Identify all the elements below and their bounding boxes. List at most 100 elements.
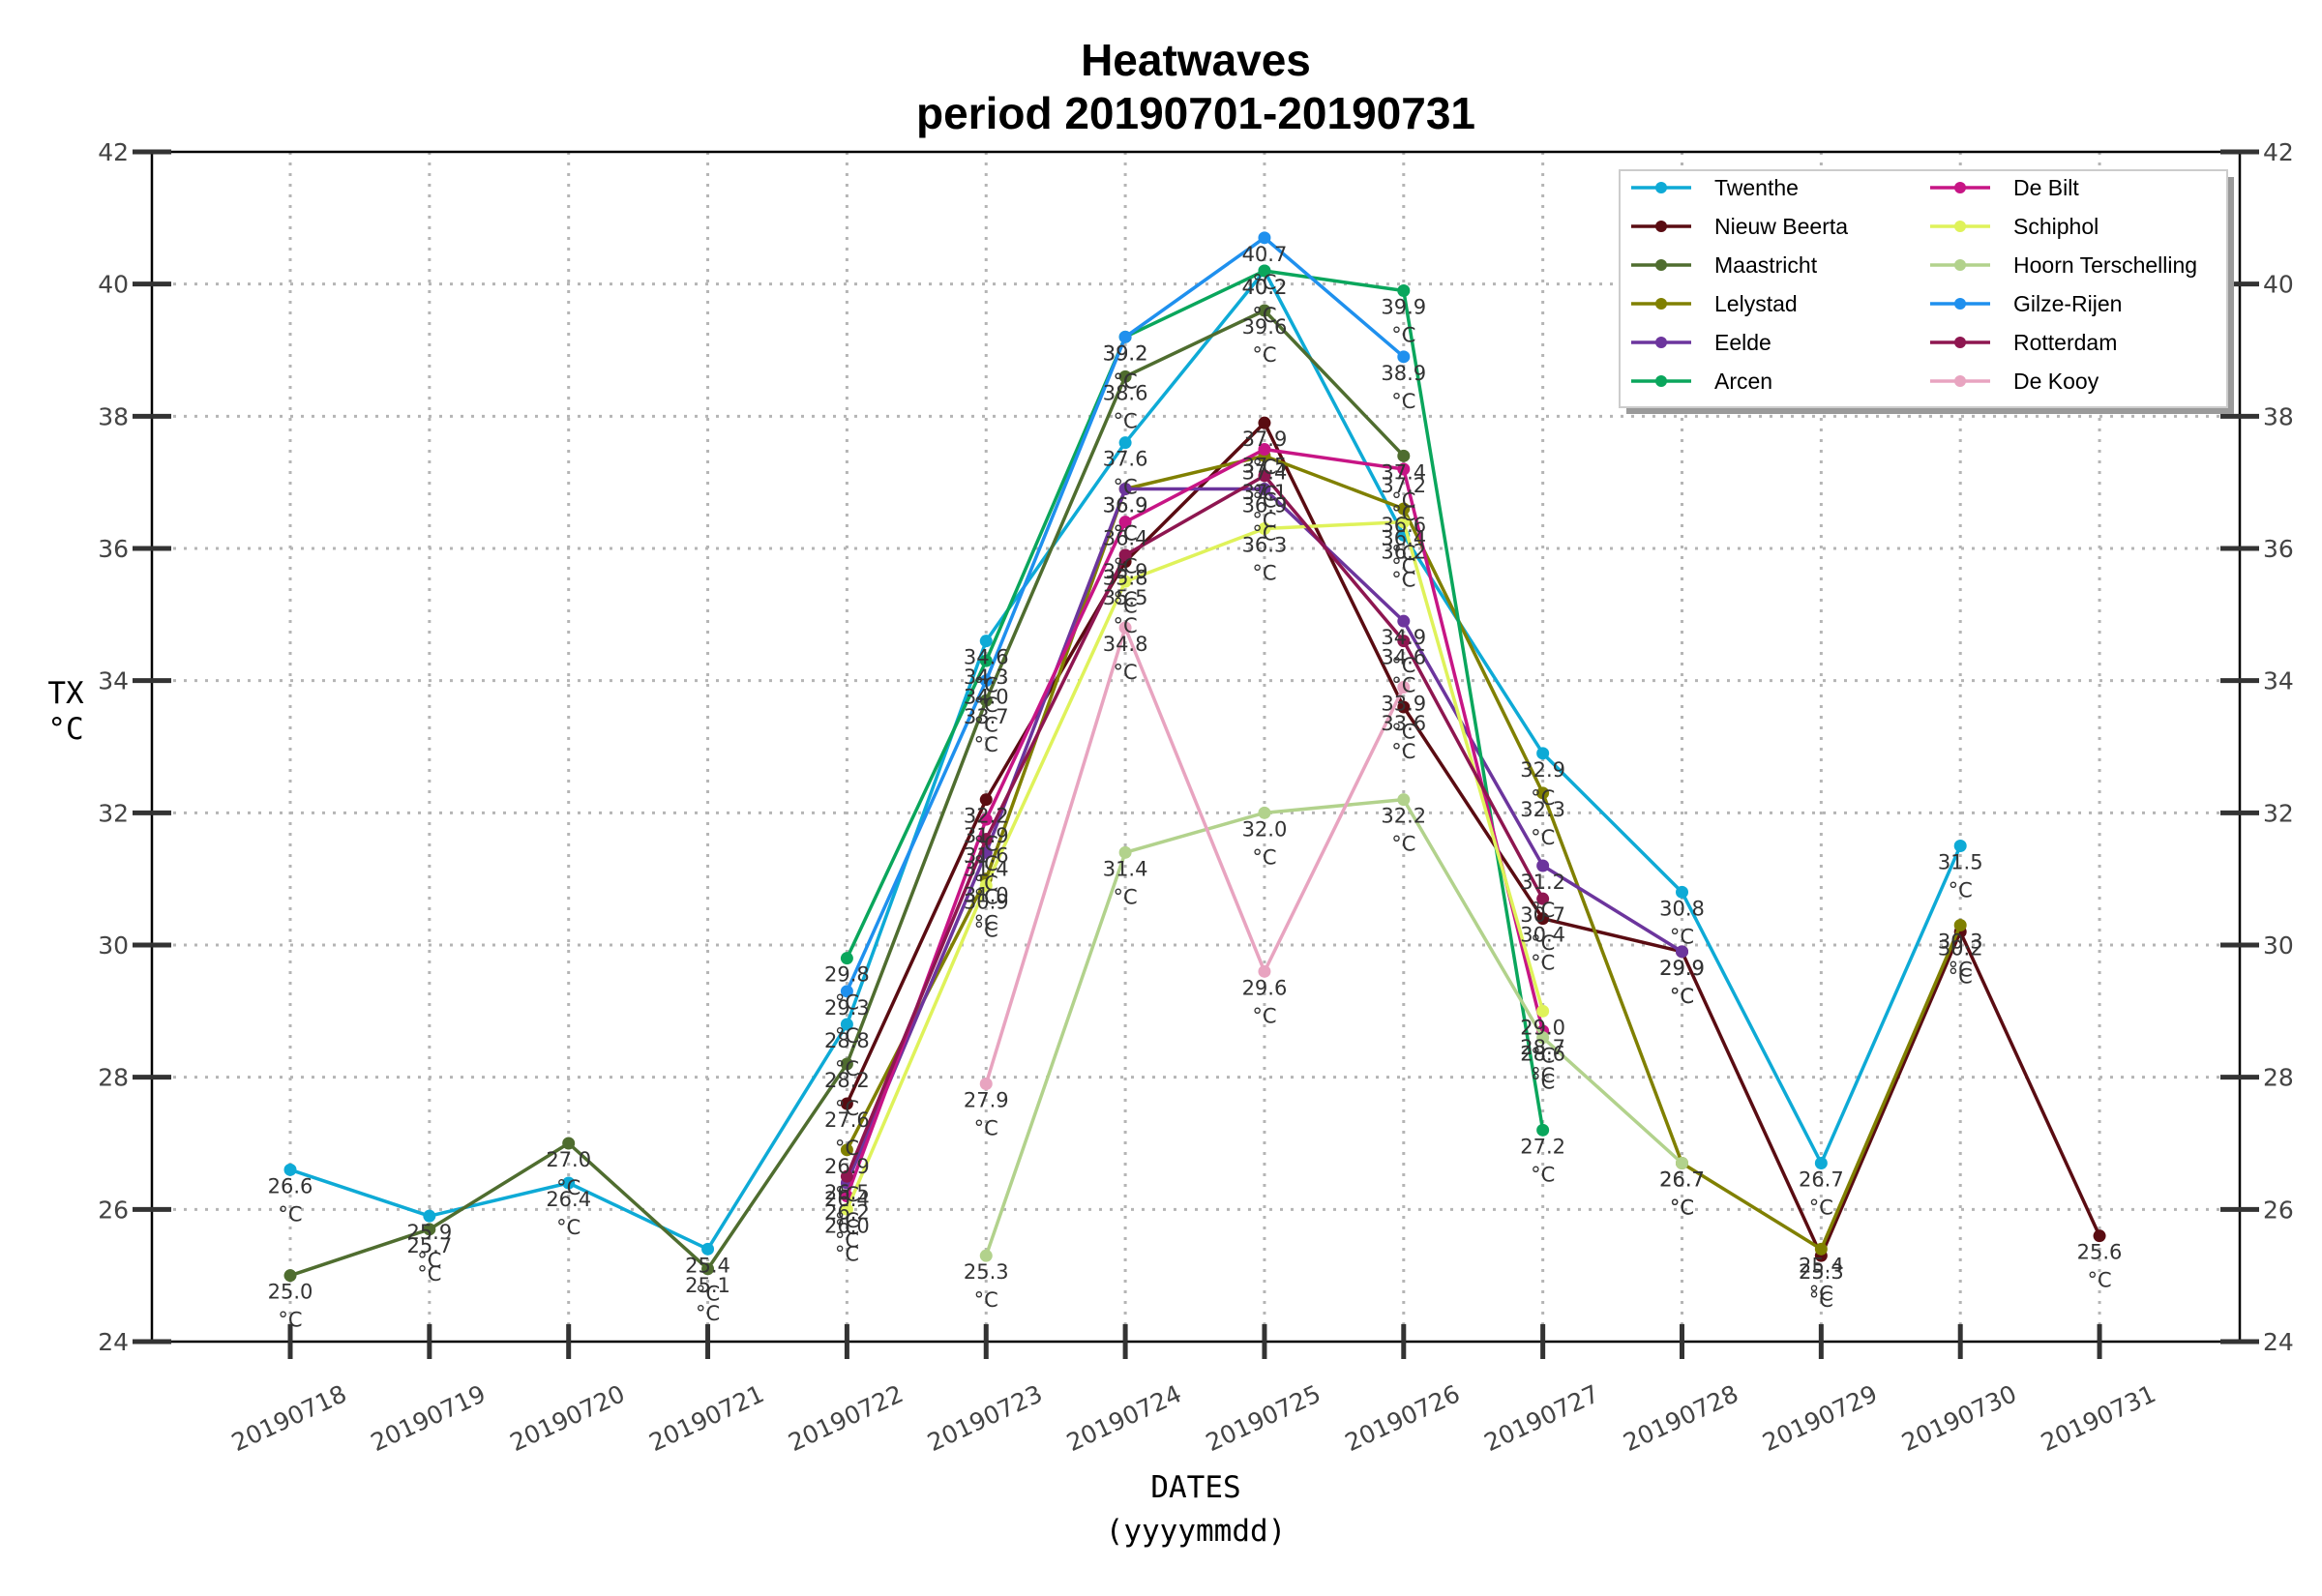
data-label-unit: °C: [696, 1302, 720, 1325]
x-tick-label: 20190729: [1758, 1379, 1882, 1457]
data-label-value: 35.9: [1103, 560, 1148, 583]
data-label-value: 26.7: [1799, 1168, 1844, 1192]
data-label-unit: °C: [1391, 833, 1415, 856]
data-label: 26.7 °C: [1799, 1168, 1844, 1220]
data-label-value: 25.0: [268, 1281, 313, 1304]
data-label: 35.9 °C: [1103, 560, 1148, 611]
data-label-value: 31.0: [964, 884, 1009, 907]
data-label-value: 32.2: [1381, 805, 1426, 828]
data-point: [1258, 416, 1271, 429]
legend-label: Arcen: [1714, 369, 1772, 394]
data-label: 26.7 °C: [1659, 1168, 1705, 1220]
data-label-unit: °C: [1809, 1197, 1833, 1220]
data-label: 30.9 °C: [964, 891, 1009, 942]
data-label: 25.0 °C: [268, 1281, 313, 1332]
data-label-value: 25.4: [1799, 1254, 1844, 1277]
data-label-value: 37.9: [1242, 428, 1288, 451]
data-label: 36.9 °C: [1103, 494, 1148, 546]
x-tick-label: 20190720: [506, 1379, 630, 1457]
data-label-unit: °C: [1391, 674, 1415, 697]
y-tick-label-right: 24: [2263, 1328, 2294, 1356]
data-label-value: 40.2: [1242, 276, 1288, 299]
data-label-unit: °C: [1391, 654, 1415, 677]
data-label: 36.4 °C: [1103, 527, 1148, 578]
data-label: 36.9 °C: [1242, 494, 1288, 546]
data-label-unit: °C: [974, 674, 998, 697]
data-point: [979, 833, 993, 846]
data-label: 36.4 °C: [1381, 527, 1426, 578]
y-axis-label: TX: [47, 676, 84, 711]
data-point: [2093, 1229, 2106, 1243]
data-label-value: 29.0: [1520, 1016, 1565, 1039]
data-point: [562, 1176, 576, 1190]
legend-label: Schiphol: [2013, 214, 2099, 239]
data-label-unit: °C: [835, 1209, 859, 1232]
legend-label: Lelystad: [1714, 291, 1798, 316]
data-label-unit: °C: [974, 912, 998, 935]
data-point: [562, 1137, 576, 1150]
data-label-value: 39.2: [1103, 341, 1148, 365]
data-label-value: 38.9: [1381, 362, 1426, 385]
data-label-unit: °C: [974, 919, 998, 942]
data-point: [979, 674, 993, 688]
data-label: 32.3 °C: [1520, 798, 1565, 849]
data-label-unit: °C: [1531, 826, 1555, 849]
legend-label: Nieuw Beerta: [1714, 214, 1848, 239]
data-label-unit: °C: [1252, 304, 1276, 327]
data-point: [1814, 1242, 1828, 1256]
data-point: [1397, 614, 1411, 628]
legend-marker: [1954, 337, 1966, 348]
data-label: 34.0 °C: [964, 686, 1009, 737]
data-label-unit: °C: [1391, 740, 1415, 763]
data-labels: 26.6 °C25.9 °C26.4 °C25.4 °C28.8 °C34.6 °C37.6…: [268, 243, 2123, 1332]
y-tick-label-left: 40: [98, 271, 129, 299]
data-point: [1953, 840, 1967, 852]
data-label-value: 25.9: [406, 1221, 452, 1244]
series-line: [845, 269, 1545, 1131]
data-label-value: 27.2: [1520, 1135, 1565, 1158]
data-label: 36.2 °C: [1381, 540, 1426, 591]
data-point: [840, 1057, 853, 1071]
data-label-value: 27.0: [546, 1148, 591, 1171]
data-label-unit: °C: [835, 1216, 859, 1239]
legend: Twenthe Nieuw Beerta Maastricht Lelystad Eel…: [1619, 169, 2234, 414]
data-label-value: 31.9: [964, 824, 1009, 847]
data-label-value: 26.4: [546, 1188, 591, 1211]
y-tick-label-left: 24: [98, 1328, 129, 1356]
data-point: [840, 985, 853, 998]
data-label-value: 30.3: [1938, 931, 1983, 954]
data-label-value: 33.7: [964, 705, 1009, 728]
data-label: 37.4 °C: [1242, 460, 1288, 512]
data-point: [1397, 700, 1411, 714]
data-label: 33.6 °C: [1381, 712, 1426, 763]
chart-subtitle: period 20190701-20190731: [916, 88, 1475, 138]
data-point: [1118, 369, 1132, 383]
legend-label: Eelde: [1714, 330, 1771, 355]
data-label-unit: °C: [1252, 271, 1276, 294]
data-label-value: 27.6: [824, 1108, 870, 1132]
data-point: [1397, 681, 1411, 694]
data-point: [840, 1169, 853, 1183]
x-axis-label: DATES: [1150, 1470, 1240, 1505]
data-point: [1397, 635, 1411, 648]
data-label-unit: °C: [1670, 925, 1694, 948]
data-point: [840, 952, 853, 965]
data-label: 25.3 °C: [964, 1260, 1009, 1312]
chart-title: Heatwaves: [1081, 35, 1311, 85]
data-label: 32.2 °C: [1381, 805, 1426, 856]
data-label-value: 28.7: [1520, 1036, 1565, 1059]
data-label-unit: °C: [835, 1183, 859, 1206]
legend-box: [1619, 169, 2228, 408]
data-label-value: 29.6: [1242, 976, 1288, 999]
data-label: 26.6 °C: [268, 1174, 313, 1226]
data-label-value: 25.3: [964, 1260, 1009, 1284]
data-label-unit: °C: [974, 833, 998, 856]
data-label-value: 26.7: [1659, 1168, 1705, 1192]
data-label-unit: °C: [1949, 964, 1973, 988]
data-label-unit: °C: [974, 714, 998, 737]
data-label: 27.6 °C: [824, 1108, 870, 1160]
data-label-unit: °C: [1114, 661, 1138, 684]
data-label-value: 36.4: [1103, 527, 1148, 550]
data-label-value: 25.3: [1799, 1260, 1844, 1284]
series-line: [984, 626, 1406, 1085]
